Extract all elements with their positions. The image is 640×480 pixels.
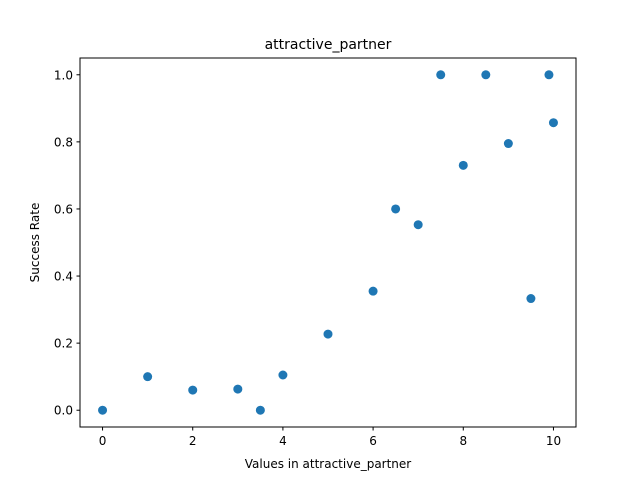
data-point [255, 405, 265, 415]
y-tick-label: 0.4 [54, 270, 73, 284]
y-tick-label: 0.2 [54, 337, 73, 351]
x-tick-label: 2 [189, 434, 197, 448]
data-point [544, 70, 554, 80]
data-point [233, 384, 243, 394]
x-tick-label: 4 [279, 434, 287, 448]
data-point [458, 160, 468, 170]
y-tick-label: 0.0 [54, 404, 73, 418]
data-point [413, 220, 423, 230]
plot-frame [79, 57, 577, 428]
x-tick-label: 6 [369, 434, 377, 448]
data-point [323, 329, 333, 339]
y-tick-label: 0.8 [54, 135, 73, 149]
x-tick-label: 10 [546, 434, 561, 448]
data-point [188, 385, 198, 395]
y-tick-label: 0.6 [54, 202, 73, 216]
x-axis: 0 2 4 6 8 10 [99, 427, 561, 448]
data-point [143, 372, 153, 382]
y-axis: 0.0 0.2 0.4 0.6 0.8 1.0 [54, 68, 80, 418]
data-point [368, 286, 378, 296]
chart-title: attractive_partner [265, 37, 392, 53]
data-point [278, 370, 288, 380]
x-axis-label: Values in attractive_partner [245, 457, 412, 471]
data-point [548, 118, 558, 128]
data-point [526, 294, 536, 304]
data-points [98, 70, 558, 415]
x-tick-label: 8 [459, 434, 467, 448]
data-point [98, 405, 108, 415]
y-tick-label: 1.0 [54, 68, 73, 82]
data-point [436, 70, 446, 80]
data-point [481, 70, 491, 80]
data-point [391, 204, 401, 214]
x-tick-label: 0 [99, 434, 107, 448]
data-point [503, 139, 513, 149]
y-axis-label: Success Rate [28, 203, 42, 283]
